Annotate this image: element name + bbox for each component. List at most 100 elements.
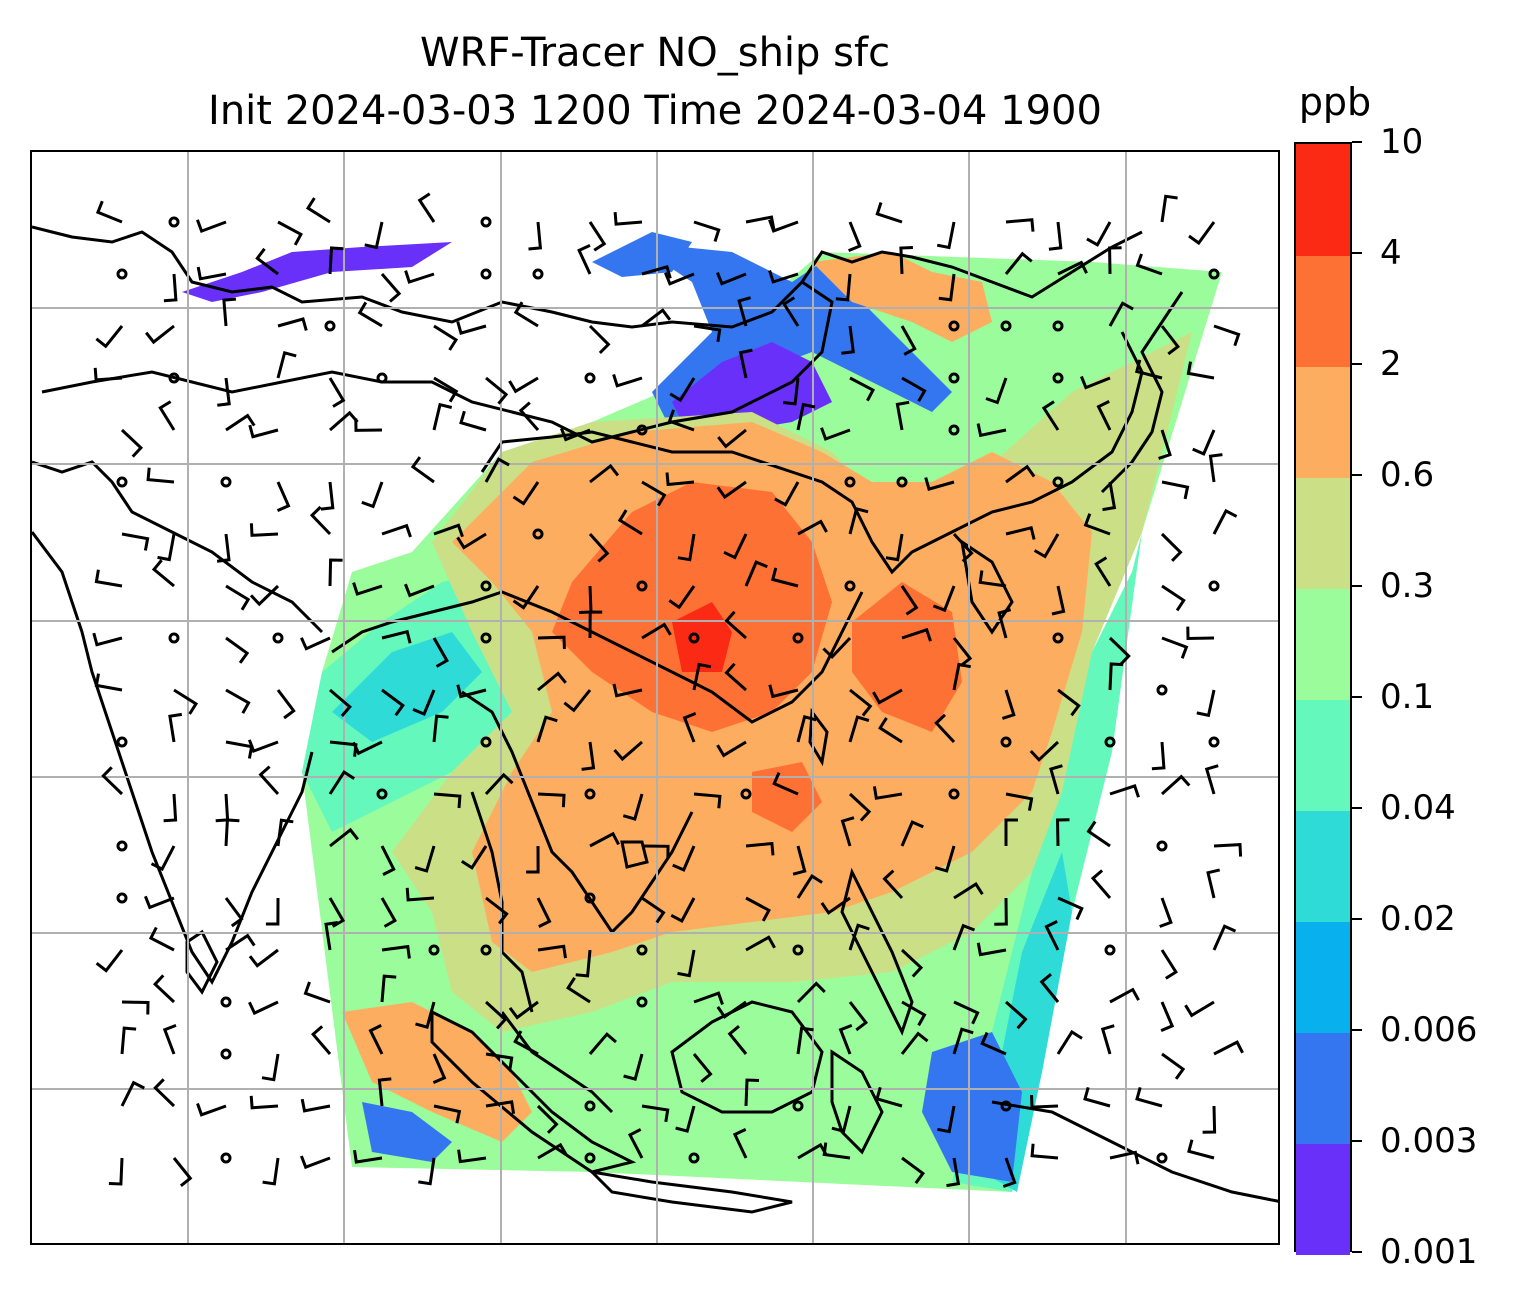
- wind-barb: [305, 197, 331, 224]
- wind-barb: [1184, 1000, 1215, 1018]
- wind-barb: [849, 688, 873, 717]
- calm-wind-marker: [376, 372, 388, 384]
- calm-wind-marker: [792, 944, 804, 956]
- wind-barb: [410, 456, 435, 484]
- calm-wind-marker: [844, 580, 856, 592]
- wind-barb: [840, 816, 855, 847]
- wind-barb: [1186, 626, 1215, 641]
- wind-barb: [158, 400, 176, 431]
- colorbar-segment: [1296, 1032, 1350, 1144]
- calm-wind-marker: [480, 268, 492, 280]
- wind-barb: [120, 1026, 137, 1055]
- wind-barb: [432, 637, 449, 668]
- calm-wind-marker: [428, 944, 440, 956]
- wind-barb: [163, 273, 178, 303]
- wind-barb: [588, 1032, 617, 1055]
- wind-barb: [432, 1053, 447, 1084]
- wind-barb: [885, 533, 904, 562]
- wind-barb: [716, 272, 747, 286]
- wind-barb: [484, 772, 514, 796]
- wind-barb: [946, 1157, 961, 1188]
- plot-title-line1: WRF-Tracer NO_ship sfc: [419, 30, 891, 76]
- wind-barb: [217, 377, 231, 407]
- wind-barb: [277, 317, 308, 331]
- wind-barb: [952, 637, 973, 667]
- wind-barb: [485, 896, 509, 925]
- wind-barb: [613, 211, 643, 226]
- wind-barb: [677, 949, 696, 978]
- calm-wind-marker: [220, 1152, 232, 1164]
- wind-barb: [936, 221, 956, 250]
- calm-wind-marker: [116, 268, 128, 280]
- wind-barb: [716, 480, 747, 500]
- wind-barb: [1049, 764, 1063, 795]
- wind-barb: [934, 713, 956, 744]
- wind-barb: [895, 400, 910, 431]
- wind-barb: [613, 740, 643, 762]
- coastline-java: [587, 1169, 793, 1214]
- wind-barb: [415, 1001, 436, 1029]
- wind-barb: [900, 1031, 929, 1055]
- wind-barb: [1001, 689, 1016, 720]
- colorbar-tick-label: 10: [1380, 122, 1424, 162]
- field-red-core: [672, 602, 732, 672]
- wind-barb: [938, 273, 956, 302]
- colorbar-tick: [1352, 1029, 1362, 1031]
- wind-barb: [459, 410, 487, 432]
- wind-barb: [994, 897, 1008, 926]
- wind-barb: [1005, 464, 1036, 484]
- calm-wind-marker: [1156, 1152, 1168, 1164]
- wind-barb: [796, 714, 817, 743]
- wind-barb: [536, 1104, 559, 1134]
- wind-barb: [433, 324, 459, 351]
- map-panel[interactable]: [30, 150, 1280, 1245]
- wind-barb: [1160, 532, 1183, 562]
- coastline-malay: [500, 1011, 614, 1114]
- colorbar-tick-label: 0.003: [1380, 1121, 1478, 1161]
- wind-barb: [484, 1000, 508, 1030]
- wind-barb: [693, 792, 722, 809]
- wind-barb: [900, 948, 924, 978]
- wind-barb: [1108, 301, 1134, 327]
- wind-barb: [1083, 1087, 1111, 1108]
- wind-barb: [432, 402, 453, 431]
- wind-barbs: [92, 192, 1244, 1188]
- colorbar-tick-label: 2: [1380, 344, 1402, 384]
- wind-barb: [1109, 987, 1140, 1004]
- wind-barb: [745, 935, 776, 952]
- calm-wind-marker: [584, 788, 596, 800]
- coastline-sumatra: [430, 1009, 637, 1174]
- colorbar-segment: [1296, 1143, 1350, 1255]
- wind-barb: [692, 662, 712, 691]
- wind-barb: [1192, 429, 1216, 456]
- colorbar-tick: [1352, 252, 1362, 254]
- wind-barb: [682, 712, 697, 743]
- wind-barb: [1033, 533, 1060, 559]
- wind-barb: [353, 1149, 383, 1164]
- wind-barb: [456, 321, 487, 335]
- wind-barb: [414, 845, 436, 873]
- calm-wind-marker: [1052, 632, 1064, 644]
- wind-barb: [432, 714, 449, 743]
- wind-barb: [627, 1128, 644, 1159]
- wind-barb: [641, 896, 666, 924]
- wind-barb: [1186, 361, 1215, 380]
- wind-barb: [1196, 689, 1216, 718]
- wind-barb: [146, 467, 175, 484]
- colorbar-tick-label: 0.006: [1380, 1010, 1478, 1050]
- wind-barb: [849, 376, 876, 402]
- wind-barb: [612, 373, 643, 388]
- wind-barb: [901, 627, 932, 642]
- wind-barb: [1204, 764, 1219, 795]
- wind-barb: [848, 506, 869, 535]
- wind-barb: [1086, 820, 1111, 848]
- wind-barb: [1029, 740, 1060, 762]
- wind-barb: [1083, 513, 1111, 536]
- colorbar-tick-label: 0.04: [1380, 788, 1456, 828]
- wind-barb: [299, 1155, 331, 1170]
- calm-wind-marker: [1052, 320, 1064, 332]
- map-canvas: [32, 152, 1278, 1243]
- wind-barb: [820, 896, 851, 915]
- wind-barb: [224, 818, 240, 847]
- wind-barb: [841, 325, 855, 355]
